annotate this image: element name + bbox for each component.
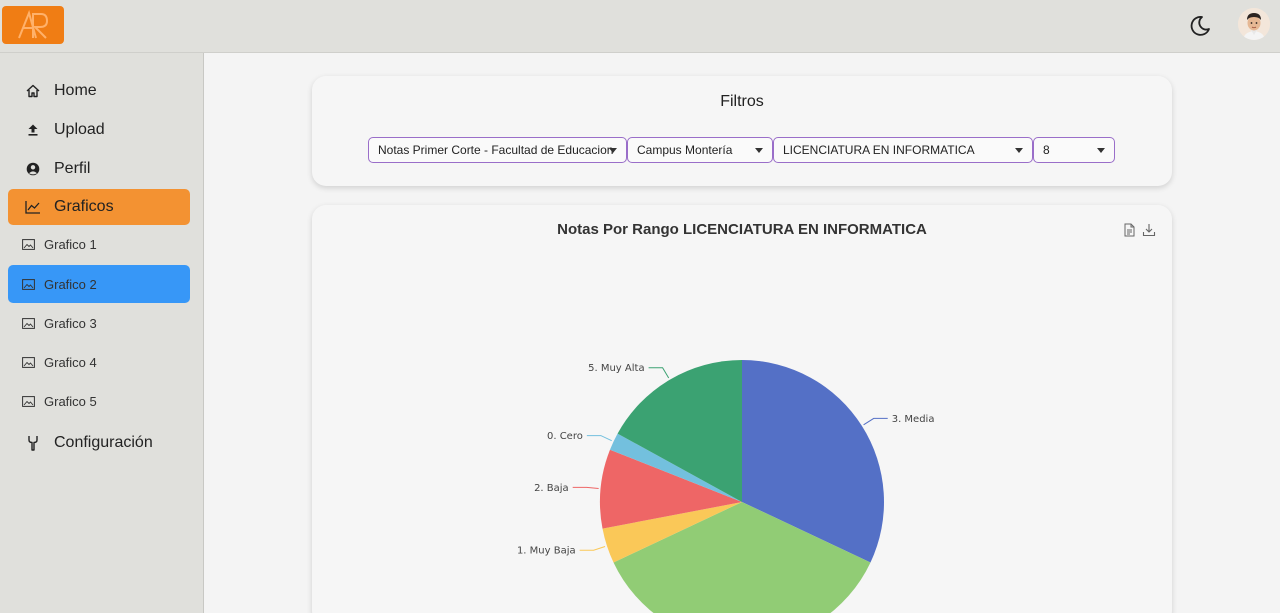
pie-label-line bbox=[579, 546, 606, 551]
chart-title: Notas Por Rango LICENCIATURA EN INFORMAT… bbox=[557, 221, 927, 238]
sidebar-subitem-label: Grafico 5 bbox=[44, 393, 97, 409]
sidebar-item-graficos[interactable]: Graficos bbox=[8, 189, 190, 225]
select-value: 8 bbox=[1043, 143, 1050, 157]
sidebar-subitem-grafico-4[interactable]: Grafico 4 bbox=[8, 343, 190, 381]
pie-slice-2-baja[interactable] bbox=[600, 449, 742, 529]
filters-title: Filtros bbox=[720, 93, 764, 110]
wrench-icon bbox=[24, 434, 42, 452]
select-campus[interactable]: Campus Montería bbox=[627, 137, 773, 163]
dark-mode-toggle-icon[interactable] bbox=[1188, 14, 1212, 38]
sidebar-item-upload[interactable]: Upload bbox=[8, 112, 190, 148]
select-value: Campus Montería bbox=[637, 143, 733, 157]
pie-label-line bbox=[863, 417, 888, 426]
pie-slice-4-alta[interactable] bbox=[613, 502, 871, 613]
image-icon bbox=[22, 237, 36, 251]
pie-label: 2. Baja bbox=[534, 483, 569, 494]
sidebar-item-label: Graficos bbox=[54, 198, 114, 215]
pie-label-line bbox=[648, 367, 670, 379]
pie-label-line bbox=[586, 435, 612, 442]
image-icon bbox=[22, 355, 36, 369]
sidebar-item-perfil[interactable]: Perfil bbox=[8, 151, 190, 187]
sidebar-subitem-grafico-5[interactable]: Grafico 5 bbox=[8, 382, 190, 420]
sidebar: Home Upload Perfil Graficos Grafico 1 Gr… bbox=[0, 53, 204, 613]
pie-label: 5. Muy Alta bbox=[588, 363, 644, 374]
download-icon[interactable] bbox=[1142, 223, 1156, 237]
caret-down-icon bbox=[1097, 148, 1105, 153]
data-view-icon[interactable] bbox=[1122, 223, 1136, 237]
sidebar-subitem-label: Grafico 3 bbox=[44, 315, 97, 331]
upload-icon bbox=[24, 121, 42, 139]
caret-down-icon bbox=[755, 148, 763, 153]
sidebar-subitem-label: Grafico 4 bbox=[44, 354, 97, 370]
sidebar-item-label: Upload bbox=[54, 121, 105, 138]
app-logo[interactable] bbox=[2, 6, 64, 44]
pie-slice-0-cero[interactable] bbox=[609, 433, 742, 502]
select-semester[interactable]: 8 bbox=[1033, 137, 1115, 163]
sidebar-item-label: Perfil bbox=[54, 160, 91, 177]
pie-label-line bbox=[572, 486, 599, 489]
sidebar-item-configuracion[interactable]: Configuración bbox=[8, 425, 190, 461]
home-icon bbox=[24, 82, 42, 100]
pie-label: 0. Cero bbox=[547, 431, 583, 442]
pie-slice-5-muy-alta[interactable] bbox=[617, 360, 742, 502]
sidebar-subitem-grafico-2[interactable]: Grafico 2 bbox=[8, 265, 190, 303]
pie-slice-1-muy-baja[interactable] bbox=[602, 502, 742, 563]
sidebar-item-home[interactable]: Home bbox=[8, 73, 190, 109]
sidebar-subitem-label: Grafico 1 bbox=[44, 236, 97, 252]
logo-mark-icon bbox=[18, 10, 49, 39]
select-evaluation[interactable]: Notas Primer Corte - Facultad de Educaci… bbox=[368, 137, 627, 163]
image-icon bbox=[22, 277, 36, 291]
sidebar-subitem-grafico-1[interactable]: Grafico 1 bbox=[8, 225, 190, 263]
sidebar-item-label: Configuración bbox=[54, 434, 153, 451]
chart-card: Notas Por Rango LICENCIATURA EN INFORMAT… bbox=[312, 205, 1172, 613]
pie-label: 3. Media bbox=[892, 414, 935, 425]
select-value: LICENCIATURA EN INFORMATICA bbox=[783, 143, 975, 157]
image-icon bbox=[22, 316, 36, 330]
chart-line-icon bbox=[24, 198, 42, 216]
select-value: Notas Primer Corte - Facultad de Educaci… bbox=[378, 143, 614, 157]
pie-label: 1. Muy Baja bbox=[517, 546, 576, 557]
select-program[interactable]: LICENCIATURA EN INFORMATICA bbox=[773, 137, 1033, 163]
pie-slice-3-media[interactable] bbox=[742, 360, 884, 563]
image-icon bbox=[22, 394, 36, 408]
sidebar-item-label: Home bbox=[54, 82, 97, 99]
sidebar-subitem-label: Grafico 2 bbox=[44, 276, 97, 292]
sidebar-subitem-grafico-3[interactable]: Grafico 3 bbox=[8, 304, 190, 342]
caret-down-icon bbox=[1015, 148, 1023, 153]
top-bar bbox=[0, 0, 1280, 53]
user-avatar[interactable] bbox=[1238, 8, 1270, 40]
caret-down-icon bbox=[609, 148, 617, 153]
filters-card: Filtros Notas Primer Corte - Facultad de… bbox=[312, 76, 1172, 186]
user-circle-icon bbox=[24, 160, 42, 178]
